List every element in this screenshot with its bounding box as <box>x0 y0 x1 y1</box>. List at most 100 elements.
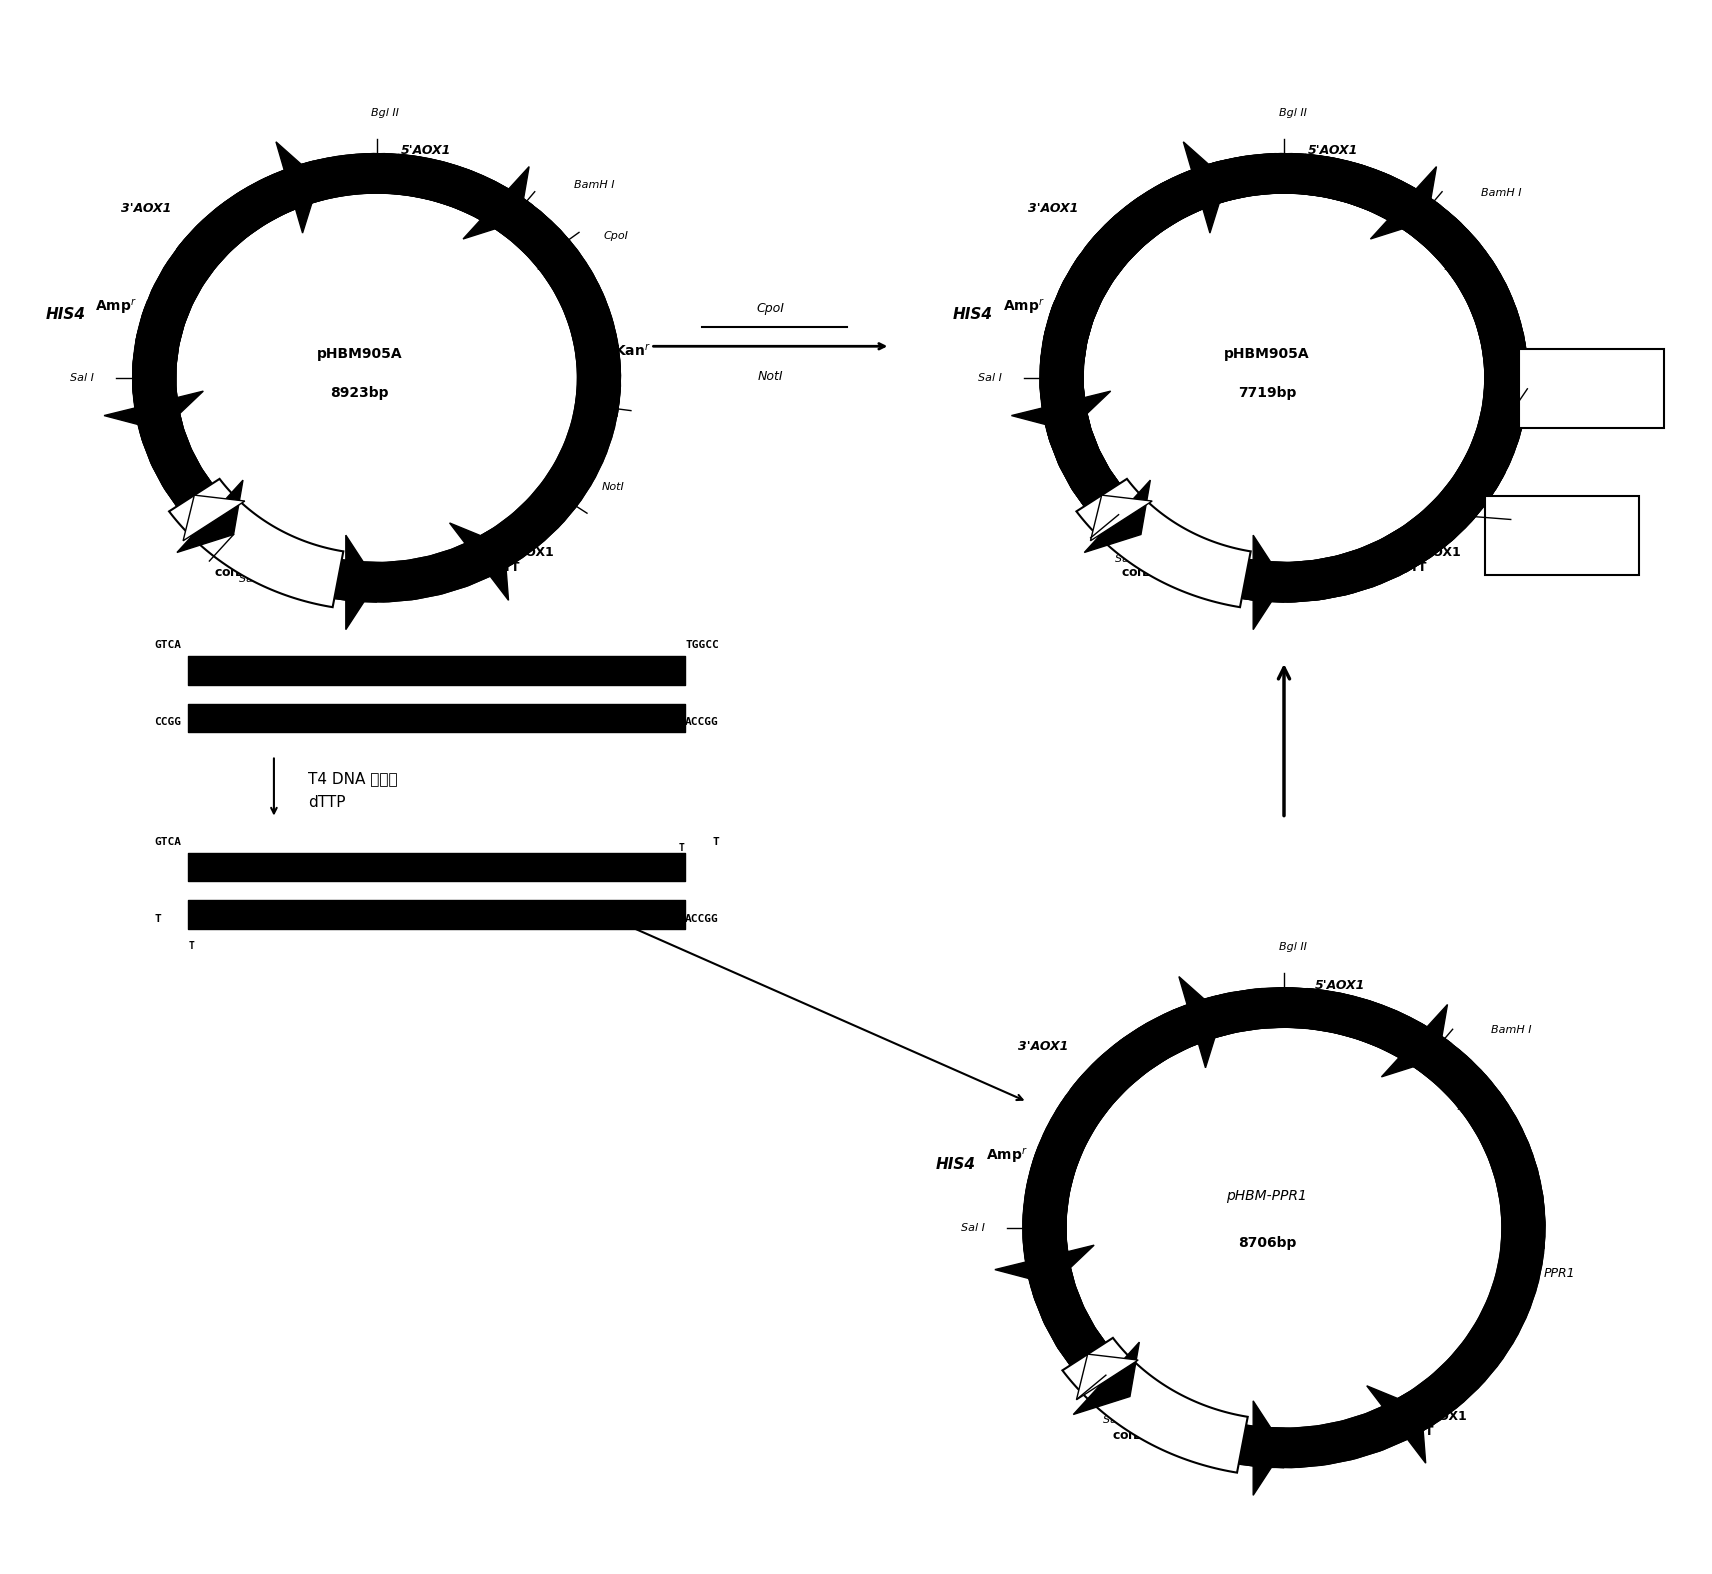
FancyBboxPatch shape <box>1484 496 1638 575</box>
Polygon shape <box>1041 154 1527 603</box>
Text: BamH I: BamH I <box>1481 187 1522 198</box>
Polygon shape <box>1370 167 1436 239</box>
Polygon shape <box>1183 142 1226 233</box>
Polygon shape <box>1022 1146 1079 1289</box>
Text: BamH I: BamH I <box>574 179 615 190</box>
Polygon shape <box>134 154 620 601</box>
Text: pHBM905A: pHBM905A <box>317 348 402 360</box>
Polygon shape <box>1024 988 1544 1467</box>
Text: 5'AOX1: 5'AOX1 <box>1315 979 1364 992</box>
Polygon shape <box>462 167 529 239</box>
Text: Bgl II: Bgl II <box>1279 109 1306 118</box>
Text: Sal I: Sal I <box>1115 554 1138 563</box>
Polygon shape <box>1366 1385 1426 1464</box>
FancyBboxPatch shape <box>1519 349 1664 428</box>
Text: BamH I: BamH I <box>1491 1026 1532 1036</box>
Text: PPR1: PPR1 <box>1544 1267 1575 1280</box>
Text: 3'AOX1: 3'AOX1 <box>122 201 171 216</box>
Polygon shape <box>183 496 245 541</box>
Polygon shape <box>1253 1401 1284 1495</box>
Polygon shape <box>1301 154 1442 236</box>
Text: CG: CG <box>1585 376 1597 386</box>
Polygon shape <box>169 478 344 608</box>
Text: Kan$^r$: Kan$^r$ <box>615 343 651 359</box>
Text: colEI$_{Ori}$: colEI$_{Ori}$ <box>1113 1428 1161 1445</box>
Text: HIS4: HIS4 <box>1226 579 1258 592</box>
Text: Amp$^r$: Amp$^r$ <box>986 1146 1027 1165</box>
Text: GTCA: GTCA <box>154 641 181 650</box>
Text: CCGG: CCGG <box>154 718 181 727</box>
Polygon shape <box>995 1245 1094 1284</box>
Text: s: s <box>536 263 541 272</box>
Text: pHBM-PPR1: pHBM-PPR1 <box>1226 1190 1308 1203</box>
Polygon shape <box>1041 154 1527 601</box>
Polygon shape <box>1063 1338 1248 1473</box>
Text: colEI$_{Ori}$: colEI$_{Ori}$ <box>214 565 262 581</box>
Text: T: T <box>680 844 685 853</box>
Text: 5'AOX1: 5'AOX1 <box>1308 143 1358 156</box>
Text: NotI: NotI <box>758 370 782 382</box>
Text: colEI$_{Ori}$: colEI$_{Ori}$ <box>1121 565 1169 581</box>
Text: GTCA: GTCA <box>154 837 181 847</box>
Text: T4 DNA 聚合酶: T4 DNA 聚合酶 <box>308 771 397 787</box>
Text: CpoI: CpoI <box>757 302 784 315</box>
Polygon shape <box>176 161 325 272</box>
Text: T: T <box>188 941 193 951</box>
Polygon shape <box>134 154 620 603</box>
Text: CpoI: CpoI <box>603 231 628 241</box>
Polygon shape <box>1382 1004 1447 1077</box>
Text: 8923bp: 8923bp <box>330 387 389 400</box>
Text: pHBM905A: pHBM905A <box>1224 348 1310 360</box>
Text: dTTP: dTTP <box>308 795 346 811</box>
Text: CGCCGG: CGCCGG <box>1544 546 1580 556</box>
Text: 3'AOX1: 3'AOX1 <box>1029 201 1079 216</box>
Polygon shape <box>1070 996 1228 1113</box>
Polygon shape <box>1012 390 1111 431</box>
Polygon shape <box>176 480 243 552</box>
Text: Bgl II: Bgl II <box>1279 943 1306 952</box>
Text: Sal I: Sal I <box>978 373 1002 382</box>
Text: 3'AOX1
TT: 3'AOX1 TT <box>1416 1410 1467 1439</box>
Text: Amp$^r$: Amp$^r$ <box>1003 296 1044 315</box>
Text: HIS4: HIS4 <box>936 1157 976 1173</box>
Polygon shape <box>1039 301 1096 436</box>
Polygon shape <box>1303 988 1452 1073</box>
Text: 3'AOX1
TT: 3'AOX1 TT <box>1411 546 1460 573</box>
Text: s: s <box>1443 263 1448 272</box>
Text: 7719bp: 7719bp <box>1238 387 1296 400</box>
Polygon shape <box>1077 478 1251 608</box>
Polygon shape <box>346 535 377 630</box>
Polygon shape <box>1180 976 1222 1067</box>
Text: GC: GC <box>1556 523 1568 532</box>
Polygon shape <box>1091 496 1152 541</box>
Polygon shape <box>1024 988 1544 1467</box>
Text: HIS4: HIS4 <box>318 579 351 592</box>
Polygon shape <box>1024 988 1544 1467</box>
Polygon shape <box>1084 480 1150 552</box>
Polygon shape <box>1253 535 1284 630</box>
Text: s: s <box>1455 1102 1460 1111</box>
Text: T: T <box>712 837 719 847</box>
Text: Sal I: Sal I <box>238 575 262 584</box>
Polygon shape <box>104 390 204 431</box>
Text: T: T <box>154 914 161 924</box>
Text: HIS4: HIS4 <box>1219 1443 1251 1458</box>
Text: ACCGG: ACCGG <box>685 718 719 727</box>
Text: Bgl II: Bgl II <box>372 109 399 118</box>
Text: 5'AOX1: 5'AOX1 <box>401 143 450 156</box>
Polygon shape <box>450 523 508 600</box>
Text: HIS4: HIS4 <box>954 307 993 323</box>
Text: TGGCC: TGGCC <box>685 641 719 650</box>
Polygon shape <box>1041 154 1527 601</box>
Text: Sal I: Sal I <box>1103 1415 1126 1424</box>
Text: ACCGG: ACCGG <box>685 914 719 924</box>
Text: 3'AOX1
TT: 3'AOX1 TT <box>503 546 553 573</box>
Polygon shape <box>134 154 620 601</box>
Text: HIS4: HIS4 <box>46 307 86 323</box>
Text: Sal I: Sal I <box>960 1223 984 1232</box>
Polygon shape <box>276 142 318 233</box>
Text: Amp$^r$: Amp$^r$ <box>96 296 137 315</box>
Text: GCCAG: GCCAG <box>1577 400 1606 409</box>
Text: NotI: NotI <box>601 482 625 493</box>
Polygon shape <box>132 301 188 436</box>
